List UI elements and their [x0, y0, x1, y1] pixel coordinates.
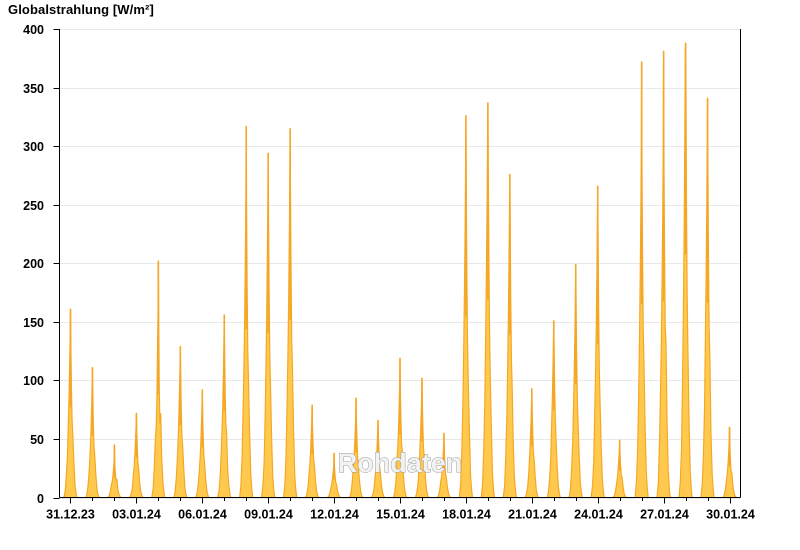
x-tick-label: 12.01.24	[310, 508, 359, 522]
watermark-label: Rohdaten	[338, 448, 463, 478]
y-tick-label: 200	[23, 257, 44, 271]
x-tick-label: 31.12.23	[46, 508, 95, 522]
x-tick-label: 21.01.24	[508, 508, 557, 522]
day-area-20	[503, 174, 517, 498]
x-tick-label: 30.01.24	[706, 508, 755, 522]
x-axis-tick-labels: 31.12.23 03.01.24 06.01.24 09.01.24 12.01.24…	[46, 508, 755, 522]
x-tick-label: 15.01.24	[376, 508, 425, 522]
x-tick-label: 06.01.24	[178, 508, 227, 522]
x-tick-label: 18.01.24	[442, 508, 491, 522]
x-tick-label: 27.01.24	[640, 508, 689, 522]
x-axis-tick-marks	[69, 497, 732, 504]
y-axis-tick-labels: 0 50 100 150 200 250 300 350 400	[23, 23, 44, 506]
day-area-19	[481, 102, 495, 498]
y-tick-label: 0	[37, 492, 44, 506]
day-area-28	[678, 43, 693, 498]
x-tick-label: 09.01.24	[244, 508, 293, 522]
x-tick-label: 03.01.24	[112, 508, 161, 522]
y-tick-label: 150	[23, 316, 44, 330]
y-tick-label: 250	[23, 199, 44, 213]
y-tick-label: 350	[23, 82, 44, 96]
y-tick-label: 300	[23, 140, 44, 154]
y-tick-label: 100	[23, 374, 44, 388]
y-tick-label: 50	[30, 433, 44, 447]
data-series-globalstrahlung	[63, 42, 737, 498]
x-tick-label: 24.01.24	[574, 508, 623, 522]
y-axis-tick-marks	[53, 28, 60, 500]
y-tick-label: 400	[23, 23, 44, 37]
chart-title: Globalstrahlung [W/m²]	[8, 2, 154, 17]
